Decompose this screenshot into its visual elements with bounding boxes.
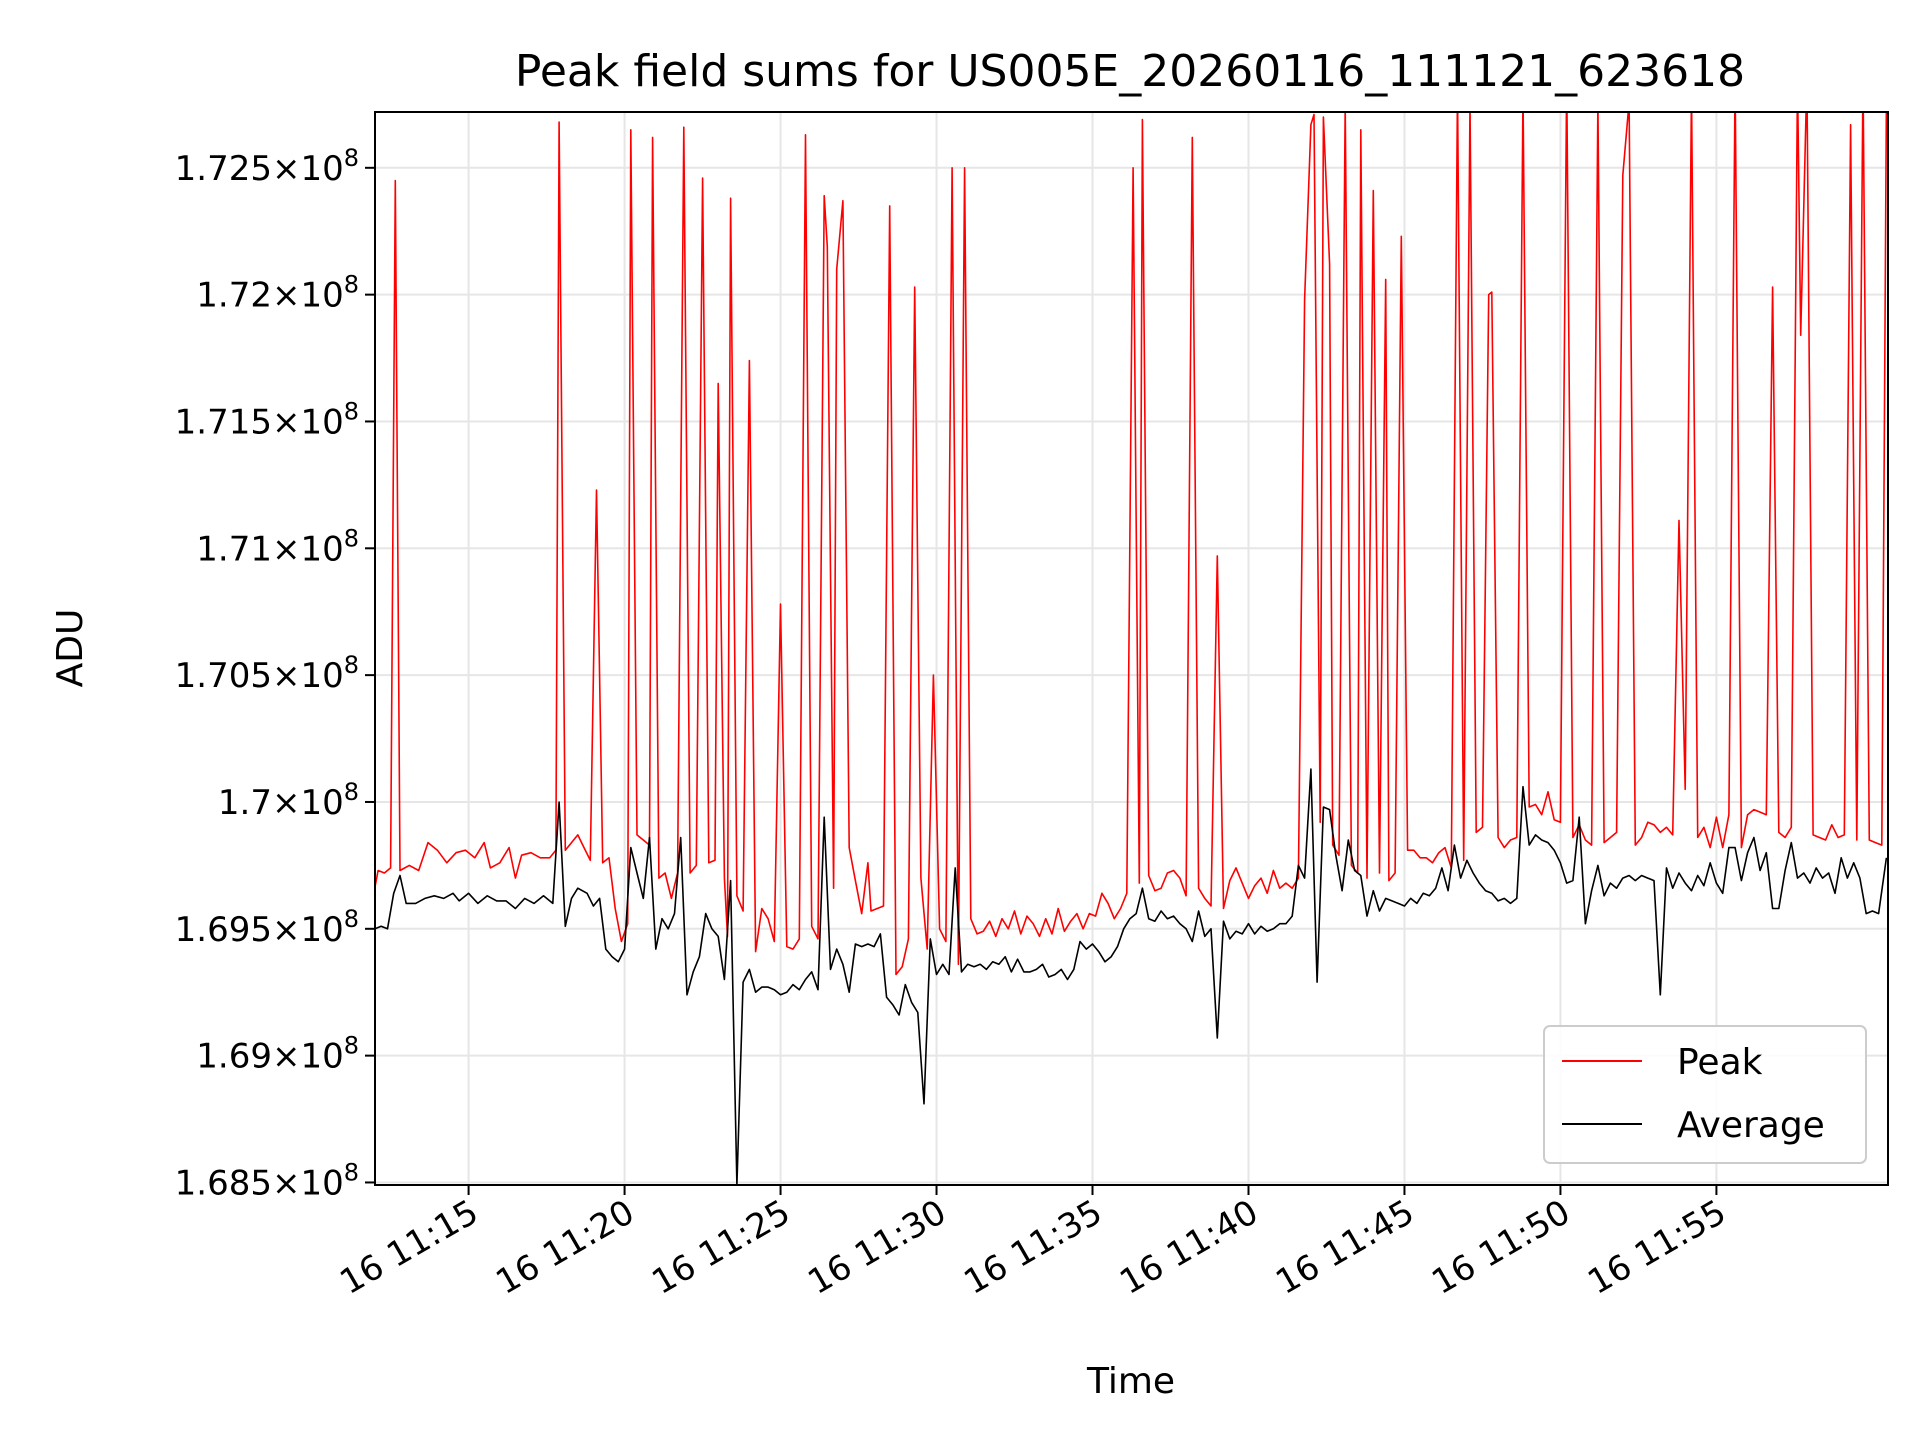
y-axis: 1.685×1081.69×1081.695×1081.7×1081.705×1…: [175, 144, 375, 1203]
legend-label-peak: Peak: [1677, 1042, 1763, 1083]
x-axis-label: Time: [1086, 1361, 1175, 1402]
chart-title: Peak field sums for US005E_20260116_1111…: [515, 46, 1745, 97]
series-layer: [375, 112, 1888, 1185]
y-tick-label: 1.725×108: [175, 144, 359, 189]
y-tick-exponent: 8: [344, 651, 359, 679]
y-tick-label: 1.71×108: [196, 524, 359, 569]
y-tick-exponent: 8: [344, 397, 359, 425]
legend-label-average: Average: [1677, 1105, 1825, 1146]
y-tick-mantissa: 1.71×10: [196, 529, 343, 569]
legend: Peak Average: [1543, 1025, 1867, 1164]
y-tick-mantissa: 1.685×10: [175, 1163, 344, 1203]
y-tick-mantissa: 1.705×10: [175, 656, 344, 696]
y-tick-exponent: 8: [344, 1158, 359, 1186]
y-tick-mantissa: 1.725×10: [175, 149, 344, 189]
series-line-peak: [375, 112, 1888, 976]
y-tick-exponent: 8: [344, 271, 359, 299]
y-tick-label: 1.72×108: [196, 271, 359, 316]
y-tick-mantissa: 1.72×10: [196, 276, 343, 316]
y-tick-mantissa: 1.69×10: [196, 1037, 343, 1077]
y-tick-exponent: 8: [344, 778, 359, 806]
y-tick-exponent: 8: [344, 1032, 359, 1060]
y-tick-label: 1.705×108: [175, 651, 359, 696]
y-tick-mantissa: 1.715×10: [175, 402, 344, 442]
series-line-average: [375, 768, 1888, 1185]
y-tick-mantissa: 1.695×10: [175, 910, 344, 950]
y-tick-exponent: 8: [344, 524, 359, 552]
y-tick-label: 1.7×108: [218, 778, 359, 823]
y-tick-label: 1.715×108: [175, 397, 359, 442]
y-tick-label: 1.685×108: [175, 1158, 359, 1203]
y-tick-label: 1.695×108: [175, 905, 359, 950]
y-tick-exponent: 8: [344, 905, 359, 933]
plot-area-frame: [374, 111, 1889, 1186]
y-tick-label: 1.69×108: [196, 1032, 359, 1077]
y-tick-exponent: 8: [344, 144, 359, 172]
y-axis-label: ADU: [50, 609, 91, 688]
y-tick-mantissa: 1.7×10: [218, 783, 344, 823]
